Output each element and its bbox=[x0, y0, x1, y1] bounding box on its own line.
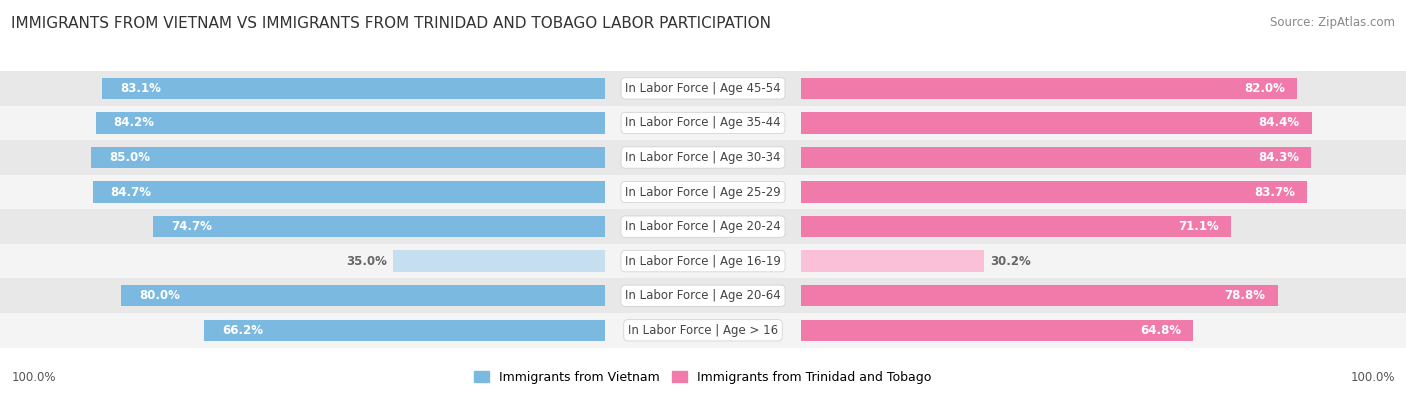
Legend: Immigrants from Vietnam, Immigrants from Trinidad and Tobago: Immigrants from Vietnam, Immigrants from… bbox=[470, 366, 936, 389]
Bar bbox=[0, 313, 1406, 348]
Bar bbox=[801, 112, 1312, 134]
Text: In Labor Force | Age 45-54: In Labor Force | Age 45-54 bbox=[626, 82, 780, 95]
Text: 66.2%: 66.2% bbox=[222, 324, 263, 337]
Bar bbox=[801, 181, 1308, 203]
Bar bbox=[0, 244, 1406, 278]
Text: In Labor Force | Age 16-19: In Labor Force | Age 16-19 bbox=[626, 255, 780, 268]
Bar bbox=[0, 175, 1406, 209]
Bar bbox=[0, 278, 1406, 313]
Text: 30.2%: 30.2% bbox=[990, 255, 1031, 268]
Bar bbox=[801, 147, 1310, 168]
Text: 71.1%: 71.1% bbox=[1178, 220, 1219, 233]
Bar bbox=[0, 71, 1406, 106]
Text: 84.7%: 84.7% bbox=[111, 186, 152, 199]
Bar bbox=[153, 216, 605, 237]
Text: In Labor Force | Age 20-64: In Labor Force | Age 20-64 bbox=[626, 289, 780, 302]
Text: 100.0%: 100.0% bbox=[1350, 371, 1395, 384]
Text: IMMIGRANTS FROM VIETNAM VS IMMIGRANTS FROM TRINIDAD AND TOBAGO LABOR PARTICIPATI: IMMIGRANTS FROM VIETNAM VS IMMIGRANTS FR… bbox=[11, 16, 772, 31]
Text: In Labor Force | Age > 16: In Labor Force | Age > 16 bbox=[628, 324, 778, 337]
Text: 80.0%: 80.0% bbox=[139, 289, 180, 302]
Text: 35.0%: 35.0% bbox=[346, 255, 387, 268]
Text: 84.3%: 84.3% bbox=[1258, 151, 1299, 164]
Text: 74.7%: 74.7% bbox=[172, 220, 212, 233]
Bar bbox=[0, 175, 1406, 209]
Bar bbox=[0, 106, 1406, 140]
Bar bbox=[0, 209, 1406, 244]
Text: 82.0%: 82.0% bbox=[1244, 82, 1285, 95]
Text: In Labor Force | Age 20-24: In Labor Force | Age 20-24 bbox=[626, 220, 780, 233]
Text: In Labor Force | Age 30-34: In Labor Force | Age 30-34 bbox=[626, 151, 780, 164]
Bar bbox=[96, 112, 605, 134]
Bar bbox=[801, 285, 1278, 307]
Text: 85.0%: 85.0% bbox=[108, 151, 150, 164]
Bar bbox=[0, 278, 1406, 313]
Bar bbox=[0, 140, 1406, 175]
Bar bbox=[0, 106, 1406, 140]
Text: 84.4%: 84.4% bbox=[1258, 117, 1299, 130]
Bar bbox=[394, 250, 605, 272]
Bar bbox=[0, 71, 1406, 106]
Text: In Labor Force | Age 25-29: In Labor Force | Age 25-29 bbox=[626, 186, 780, 199]
Bar bbox=[801, 216, 1232, 237]
Bar bbox=[801, 78, 1298, 99]
Bar bbox=[801, 250, 984, 272]
Text: 64.8%: 64.8% bbox=[1140, 324, 1181, 337]
Bar bbox=[0, 209, 1406, 244]
Bar bbox=[93, 181, 605, 203]
Text: 83.7%: 83.7% bbox=[1254, 186, 1295, 199]
Bar bbox=[0, 140, 1406, 175]
Bar bbox=[103, 78, 605, 99]
Bar bbox=[0, 140, 1406, 175]
Bar bbox=[0, 278, 1406, 313]
Text: 78.8%: 78.8% bbox=[1225, 289, 1265, 302]
Bar bbox=[0, 244, 1406, 278]
Bar bbox=[0, 71, 1406, 106]
Bar bbox=[0, 313, 1406, 348]
Bar bbox=[0, 313, 1406, 348]
Text: Source: ZipAtlas.com: Source: ZipAtlas.com bbox=[1270, 16, 1395, 29]
Bar bbox=[204, 320, 605, 341]
Bar bbox=[91, 147, 605, 168]
Bar bbox=[801, 320, 1194, 341]
Text: 84.2%: 84.2% bbox=[114, 117, 155, 130]
Bar bbox=[0, 175, 1406, 209]
Text: 83.1%: 83.1% bbox=[121, 82, 162, 95]
Bar bbox=[0, 244, 1406, 278]
Text: In Labor Force | Age 35-44: In Labor Force | Age 35-44 bbox=[626, 117, 780, 130]
Bar bbox=[121, 285, 605, 307]
Bar bbox=[0, 106, 1406, 140]
Text: 100.0%: 100.0% bbox=[11, 371, 56, 384]
Bar bbox=[0, 209, 1406, 244]
